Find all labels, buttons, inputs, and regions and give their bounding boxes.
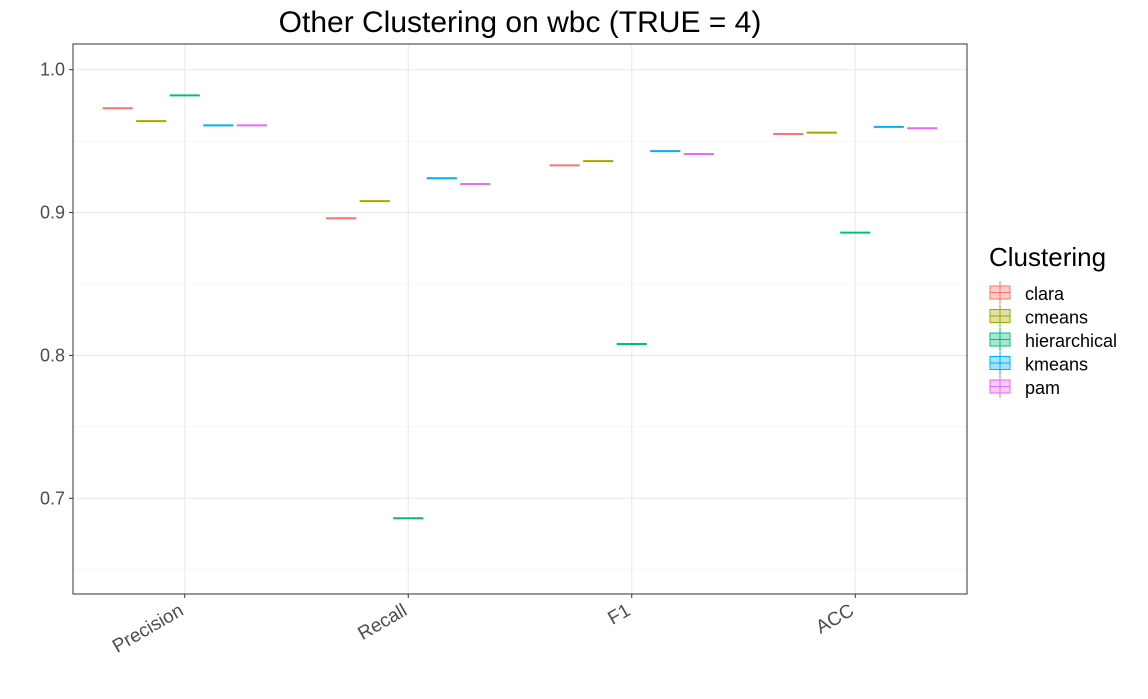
legend-item-cmeans: cmeans [989, 304, 1088, 328]
y-tick-label: 0.9 [40, 203, 65, 223]
chart-title: Other Clustering on wbc (TRUE = 4) [279, 6, 762, 39]
legend: Clustering clara cmeans hierarchical kmeans… [989, 242, 1117, 398]
legend-label: hierarchical [1025, 331, 1117, 351]
grid [73, 44, 967, 594]
y-tick-label: 0.8 [40, 345, 65, 365]
x-tick-label: F1 [605, 600, 635, 629]
x-tick-label: Precision [109, 600, 187, 657]
legend-label: clara [1025, 284, 1065, 304]
x-tick-label: Recall [355, 600, 411, 645]
x-axis: Precision Recall F1 ACC [109, 594, 858, 657]
plot-panel-background [73, 44, 967, 594]
legend-item-kmeans: kmeans [989, 351, 1088, 375]
legend-item-hierarchical: hierarchical [989, 328, 1117, 351]
plot-panel-border [72, 43, 968, 595]
y-axis: 0.7 0.8 0.9 1.0 [40, 60, 73, 508]
legend-label: pam [1025, 378, 1060, 398]
y-tick-label: 0.7 [40, 488, 65, 508]
legend-label: cmeans [1025, 308, 1088, 328]
y-tick-label: 1.0 [40, 60, 65, 80]
legend-item-clara: clara [989, 281, 1065, 304]
legend-item-pam: pam [989, 375, 1060, 398]
legend-label: kmeans [1025, 355, 1088, 375]
marks [102, 94, 938, 520]
x-tick-label: ACC [813, 600, 858, 638]
legend-title: Clustering [989, 242, 1106, 272]
